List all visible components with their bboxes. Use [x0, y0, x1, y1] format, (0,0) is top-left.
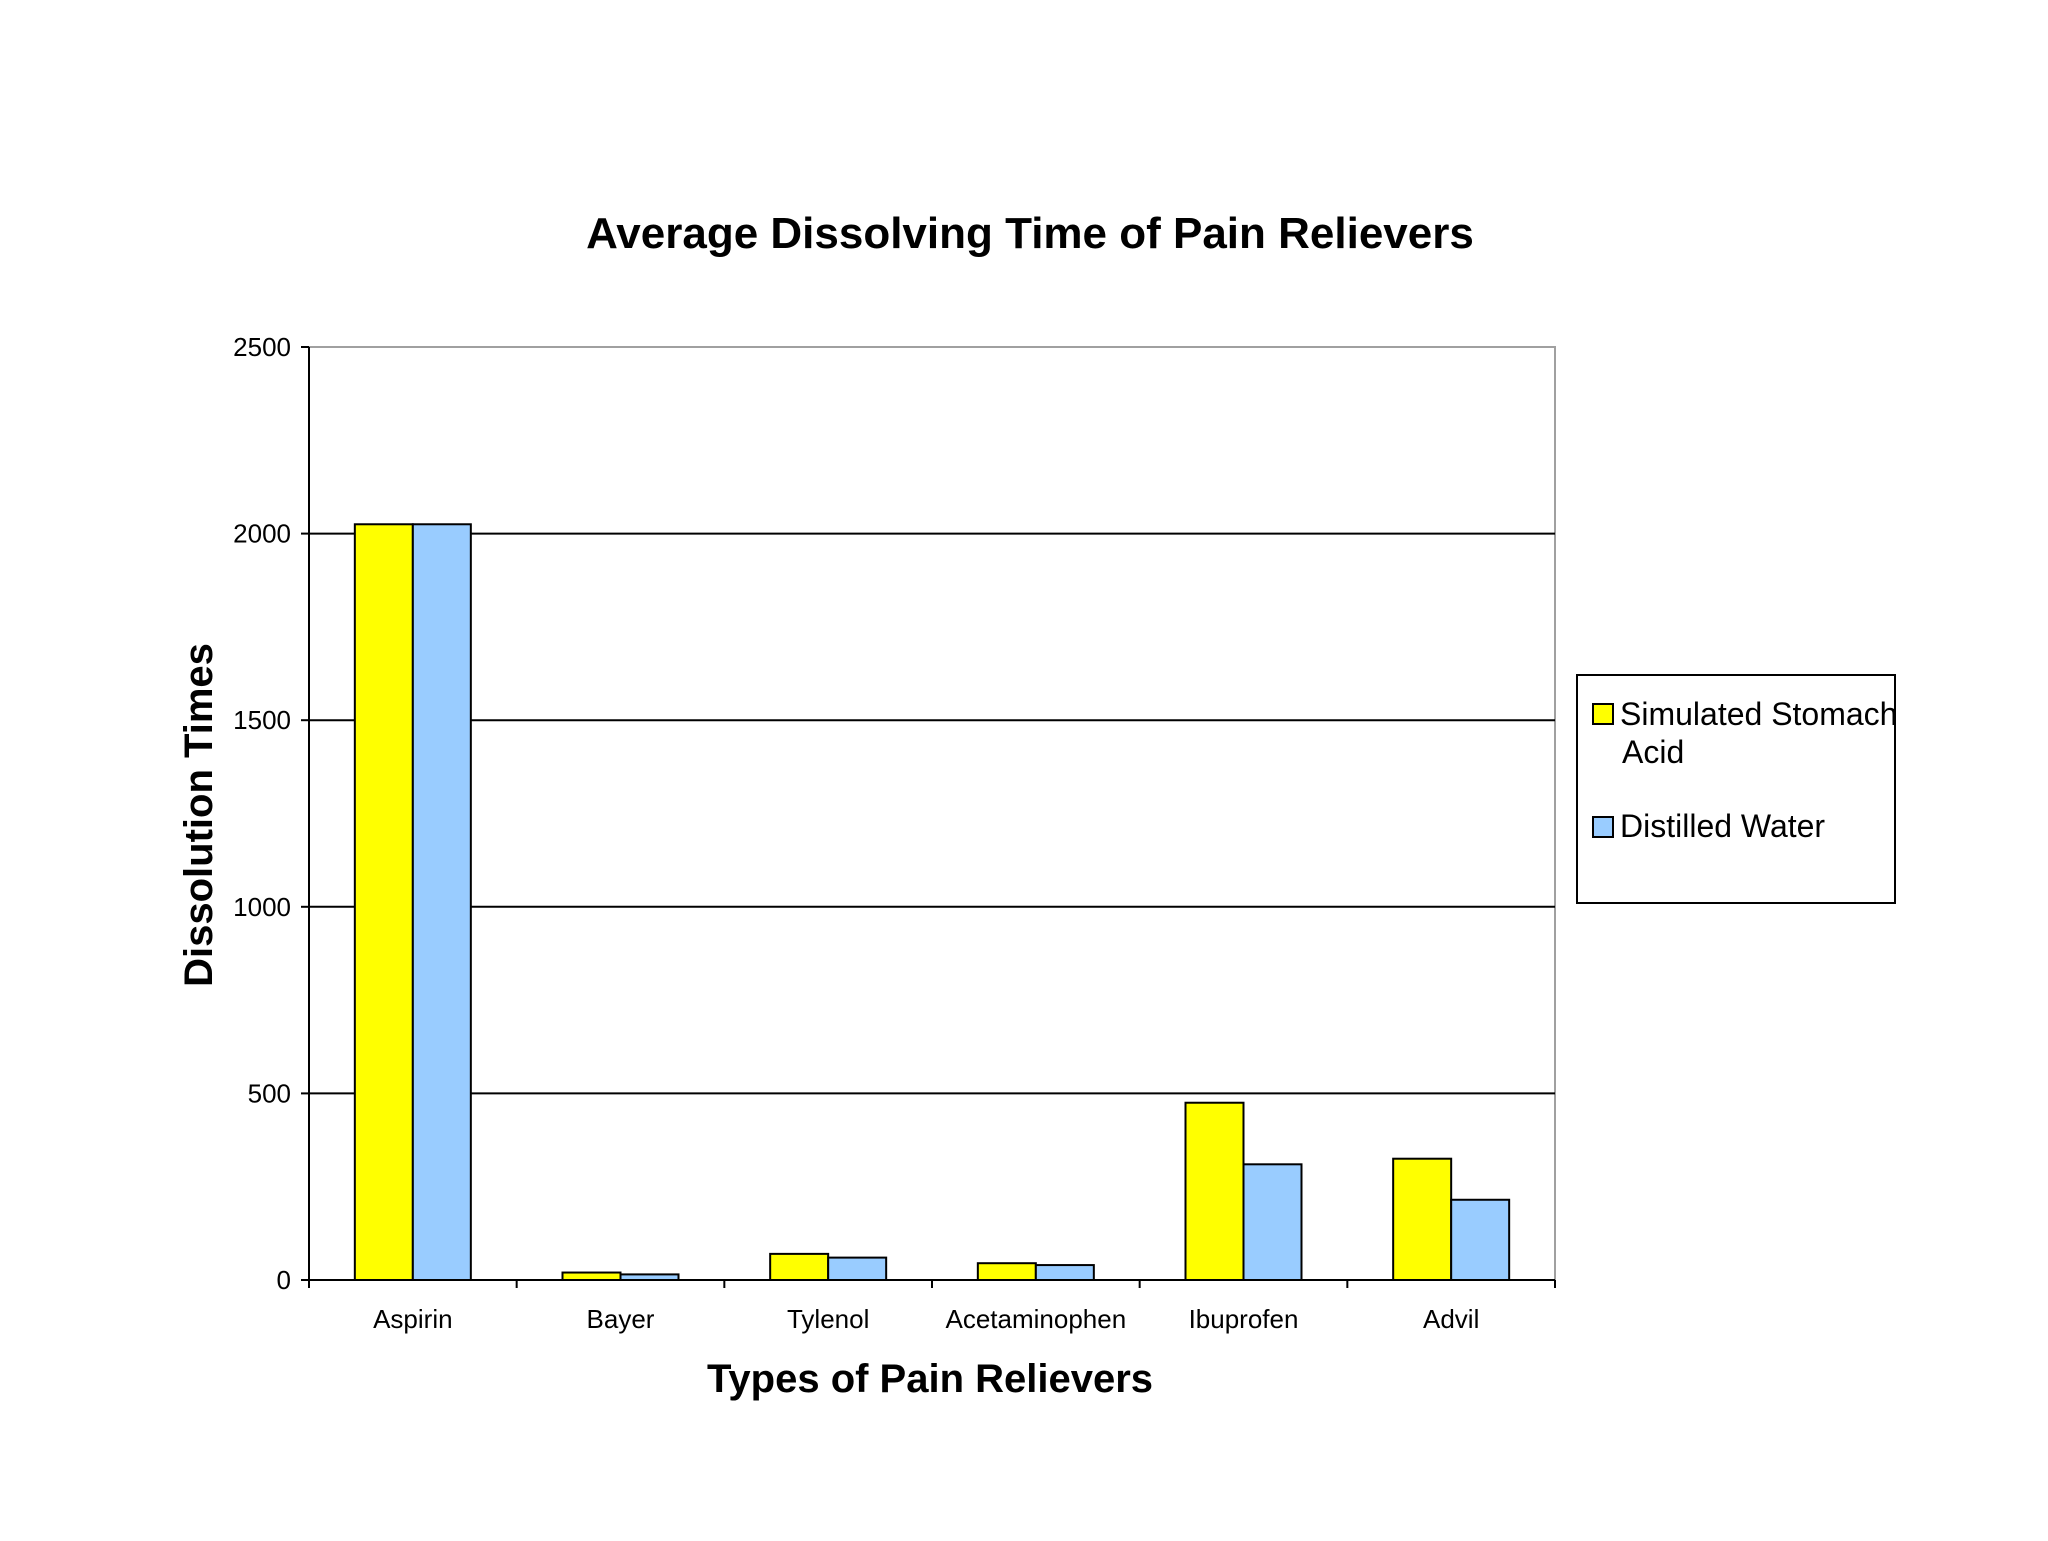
y-tick-label: 1000 — [233, 892, 291, 922]
bar-advil-stomach-acid — [1392, 1157, 1453, 1281]
bar-acetaminophen-distilled-water — [1034, 1264, 1095, 1282]
bar-ibuprofen-stomach-acid — [1184, 1101, 1245, 1281]
x-tick-label: Bayer — [587, 1304, 655, 1334]
x-tick-label: Tylenol — [787, 1304, 869, 1334]
x-tick-label: Acetaminophen — [945, 1304, 1126, 1334]
x-tick-label: Aspirin — [373, 1304, 452, 1334]
legend-label-stomach-acid-line1: Simulated Stomach — [1620, 696, 1897, 732]
y-tick-labels: 0 500 1000 1500 2000 2500 — [233, 332, 291, 1295]
plot-area — [308, 346, 1556, 1281]
legend-swatch-stomach-acid — [1592, 703, 1614, 725]
y-tick-label: 0 — [277, 1265, 291, 1295]
bar-acetaminophen-stomach-acid — [976, 1262, 1037, 1282]
y-axis-title: Dissolution Times — [177, 643, 221, 987]
bar-tylenol-stomach-acid — [769, 1252, 830, 1281]
bar-bayer-stomach-acid — [561, 1271, 622, 1282]
x-tick-label: Advil — [1423, 1304, 1479, 1334]
bar-tylenol-distilled-water — [827, 1256, 888, 1282]
legend-box — [1576, 674, 1896, 904]
axes — [301, 346, 1556, 1288]
gridlines — [309, 532, 1555, 1095]
bar-aspirin-stomach-acid — [353, 523, 414, 1281]
legend-swatch-distilled-water — [1592, 816, 1614, 838]
bar-aspirin-distilled-water — [411, 523, 472, 1281]
bar-advil-distilled-water — [1450, 1198, 1511, 1281]
y-tick-label: 1500 — [233, 705, 291, 735]
legend-label-distilled-water: Distilled Water — [1620, 808, 1825, 844]
x-axis-title: Types of Pain Relievers — [707, 1357, 1153, 1401]
y-tick-label: 2500 — [233, 332, 291, 362]
x-tick-label: Ibuprofen — [1189, 1304, 1299, 1334]
chart-title: Average Dissolving Time of Pain Reliever… — [586, 209, 1474, 258]
legend-label-stomach-acid-line2: Acid — [1622, 734, 1684, 770]
legend: Simulated Stomach Acid Distilled Water — [1576, 674, 1897, 904]
y-tick-label: 500 — [248, 1078, 291, 1108]
x-tick-labels: Aspirin Bayer Tylenol Acetaminophen Ibuprofe… — [373, 1304, 1479, 1334]
bar-ibuprofen-distilled-water — [1242, 1163, 1303, 1281]
y-tick-label: 2000 — [233, 519, 291, 549]
